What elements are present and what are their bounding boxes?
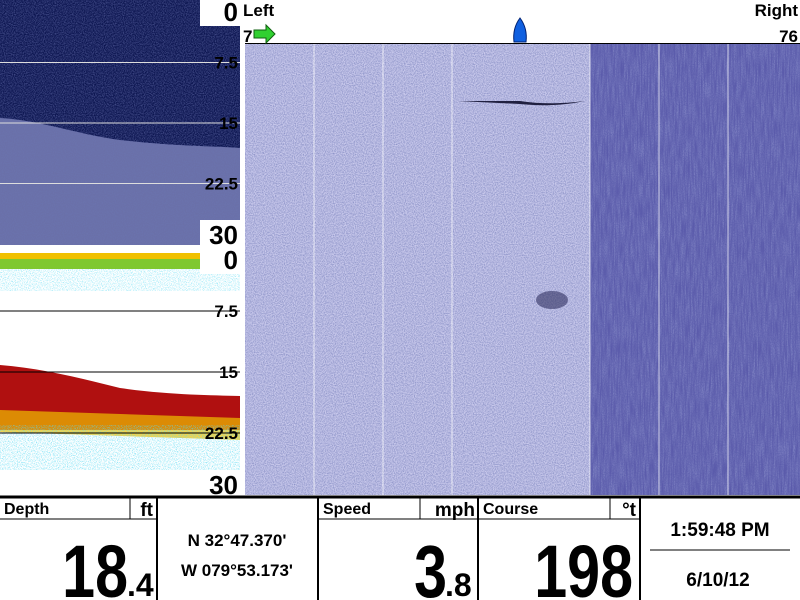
scale-label: 22.5 — [205, 424, 238, 443]
course-unit: °t — [622, 500, 637, 521]
boat-icon — [513, 17, 527, 43]
sonar-panel: 0 7.5 15 22.5 30 — [0, 245, 240, 500]
depth-fraction: .4 — [127, 567, 154, 600]
longitude: W 079°53.173' — [181, 561, 293, 580]
course-label: Course — [483, 501, 538, 518]
scale-label: 15 — [219, 114, 238, 133]
time: 1:59:48 PM — [670, 520, 769, 541]
course-value: 198 — [534, 531, 633, 600]
right-label: Right — [755, 1, 799, 20]
scale-label: 7.5 — [214, 302, 238, 321]
depth-value: 18 — [62, 531, 128, 600]
scale-label: 15 — [219, 363, 238, 382]
speed-unit: mph — [435, 500, 475, 521]
date: 6/10/12 — [686, 570, 749, 591]
depth-label: Depth — [4, 501, 49, 518]
latitude: N 32°47.370' — [188, 531, 287, 550]
scale-label: 22.5 — [205, 175, 238, 194]
divider — [0, 245, 240, 248]
scale-label-bg — [200, 470, 240, 496]
speed-value: 3 — [414, 531, 447, 600]
cursor-arrow — [253, 23, 276, 45]
left-label: Left — [243, 1, 275, 20]
scale-label: 7.5 — [214, 54, 238, 73]
speed-fraction: .8 — [445, 567, 472, 600]
depth-unit: ft — [140, 500, 153, 521]
scale-label-bg — [200, 220, 240, 246]
scale-label: 0 — [224, 0, 238, 27]
side-imaging-header: Left Right 7 76 — [240, 0, 800, 46]
right-range: 76 — [779, 27, 798, 46]
scale-label: 30 — [209, 470, 238, 500]
info-bar: Depth ft 18 .4 N 32°47.370' W 079°53.173… — [0, 495, 800, 600]
left-range: 7 — [243, 27, 252, 46]
speed-label: Speed — [323, 501, 371, 518]
scale-label-bg — [200, 0, 240, 26]
scale-label: 0 — [224, 245, 238, 275]
side-imaging-panel — [245, 44, 800, 495]
scale-label-bg — [200, 248, 240, 274]
